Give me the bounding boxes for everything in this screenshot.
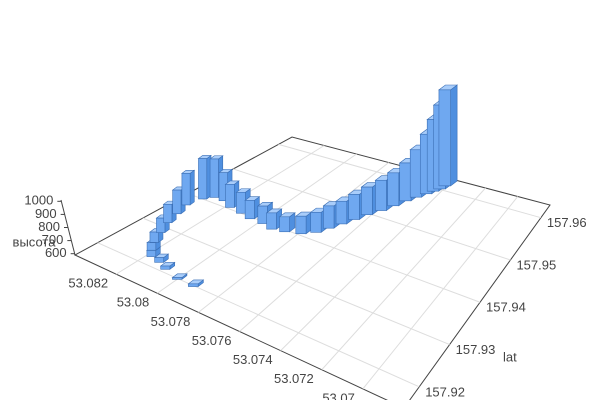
bar-front — [335, 200, 348, 225]
bar-front — [310, 212, 322, 233]
bar-front — [156, 217, 166, 233]
bar — [159, 261, 176, 270]
bar-front — [225, 184, 235, 208]
y-tick-label: 157.92 — [425, 384, 465, 399]
y-tick-label: 157.94 — [486, 300, 526, 315]
x-tick-label: 53.078 — [151, 314, 191, 329]
bar-front — [438, 89, 451, 187]
x-tick-label: 53.07 — [322, 390, 355, 400]
bar-front — [257, 205, 268, 224]
bar-side — [189, 169, 195, 206]
grid-line — [97, 242, 420, 388]
bar-front — [244, 200, 255, 220]
bar-front — [146, 250, 157, 257]
bar-front — [295, 215, 307, 235]
x-tick-label: 53.074 — [233, 352, 273, 367]
bar-front — [198, 158, 208, 200]
bar-front — [172, 189, 182, 215]
x-tick-label: 53.072 — [274, 371, 314, 386]
floor — [73, 136, 551, 400]
y-tick-label: 157.95 — [516, 257, 556, 272]
y-axis-title: lat — [503, 349, 517, 364]
bar-front — [375, 179, 387, 211]
bar — [294, 211, 313, 235]
grid-line — [156, 153, 357, 294]
bar-side — [450, 84, 458, 187]
bar-front — [146, 242, 157, 251]
bar-front — [188, 283, 199, 287]
x-tick-label: 53.076 — [192, 333, 232, 348]
bar — [278, 212, 296, 233]
bar-front — [399, 162, 412, 202]
bar-front — [361, 186, 373, 215]
bar — [171, 273, 188, 280]
bar-front — [172, 277, 183, 280]
z-tick-label: 900 — [35, 206, 57, 221]
grid-line — [142, 217, 450, 346]
bar-front — [209, 158, 219, 198]
bar-front — [181, 173, 191, 206]
z-tick-label: 600 — [45, 245, 67, 260]
bar — [197, 154, 212, 200]
z-axis-title: высота — [13, 234, 57, 249]
bar-front — [279, 216, 290, 233]
bar — [181, 169, 196, 206]
bar-front — [323, 205, 335, 229]
bar-front — [409, 149, 422, 198]
bar-front — [149, 231, 159, 243]
bar — [187, 279, 205, 288]
bar-front — [236, 191, 246, 214]
grid-line — [362, 196, 519, 390]
bar-front — [266, 212, 277, 230]
z-tick-label: 1000 — [24, 193, 53, 208]
bar-front — [163, 204, 173, 223]
x-tick-label: 53.08 — [117, 295, 150, 310]
grid-line — [280, 179, 454, 351]
bar-front — [348, 194, 360, 220]
z-tick-label: 800 — [38, 219, 60, 234]
bar — [438, 84, 459, 187]
bar-front — [154, 257, 164, 263]
y-tick-label: 157.96 — [547, 215, 587, 230]
bar — [244, 196, 261, 220]
x-tick-label: 53.082 — [68, 276, 108, 291]
bar-front — [160, 265, 171, 270]
y-tick-label: 157.93 — [456, 342, 496, 357]
z-tick-label: 700 — [42, 232, 64, 247]
bar-front — [387, 172, 400, 207]
grid-line — [321, 187, 486, 371]
grid-line — [198, 162, 390, 313]
